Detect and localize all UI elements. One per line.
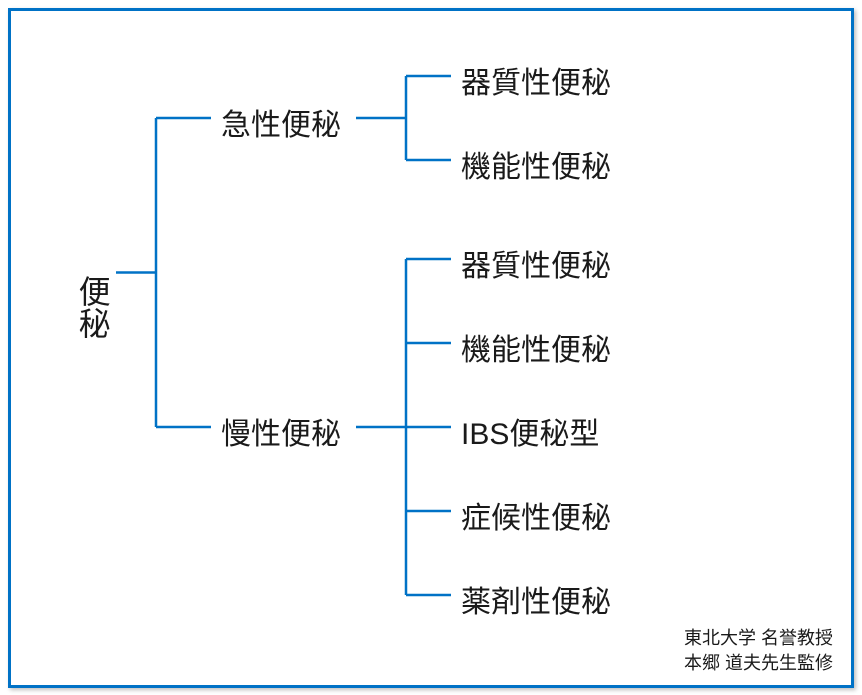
diagram-frame: 便秘 急性便秘 慢性便秘 器質性便秘 機能性便秘 器質性便秘 機能性便秘 IBS…: [8, 8, 854, 688]
credit-line-2: 本郷 道夫先生監修: [684, 651, 833, 675]
tree-l2-chronic-2: IBS便秘型: [461, 409, 599, 453]
tree-l2-chronic-0: 器質性便秘: [461, 241, 611, 285]
tree-l2-acute-1: 機能性便秘: [461, 142, 611, 186]
tree-l2-chronic-4: 薬剤性便秘: [461, 577, 611, 621]
tree-l2-acute-0: 器質性便秘: [461, 58, 611, 102]
credit-block: 東北大学 名誉教授 本郷 道夫先生監修: [684, 626, 833, 675]
tree-connectors: [11, 11, 857, 691]
tree-l1-acute: 急性便秘: [221, 100, 341, 144]
tree-l1-chronic: 慢性便秘: [221, 409, 341, 453]
tree-root: 便秘: [71, 275, 113, 339]
credit-line-1: 東北大学 名誉教授: [684, 626, 833, 650]
tree-l2-chronic-1: 機能性便秘: [461, 325, 611, 369]
tree-l2-chronic-3: 症候性便秘: [461, 493, 611, 537]
